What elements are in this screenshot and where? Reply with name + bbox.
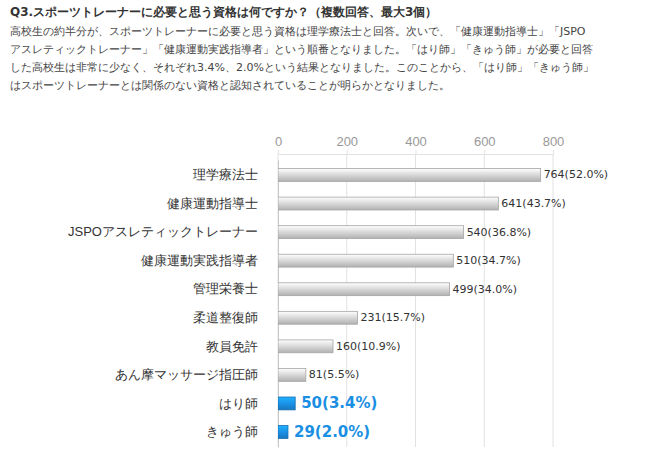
x-tick-label: 800 [543,134,565,149]
x-tick-mark [484,150,485,154]
chart-container: Q3.スポーツトレーナーに必要と思う資格は何ですか？（複数回答、最大3個） 高校生… [0,0,662,470]
y-tick-label: きゅう師 [206,424,258,439]
x-tick-label: 600 [474,134,496,149]
data-label: 50(3.4%) [301,394,377,412]
bar [278,340,333,353]
data-label: 81(5.5%) [309,368,360,381]
y-tick: JSPOアスレティックトレーナー [68,224,258,239]
data-label: 231(15.7%) [360,311,425,324]
y-tick-label: JSPOアスレティックトレーナー [68,224,258,239]
x-tick-mark [278,150,279,154]
x-tick-label: 0 [275,134,282,149]
data-label: 540(36.8%) [467,226,532,239]
y-tick: 理学療法士 [193,167,258,182]
x-axis: 0 200 400 600 800 [275,134,564,155]
data-label: 764(52.0%) [544,168,609,181]
subtitle-line: した高校生は非常に少なく、それぞれ3.4%、2.0%という結果となりました。この… [10,61,594,74]
subtitle-line: アスレティックトレーナー」「健康運動実践指導者」という順番となりました。「はり師… [10,43,593,56]
y-tick: 柔道整復師 [193,310,258,325]
bar [278,226,464,239]
title: Q3.スポーツトレーナーに必要と思う資格は何ですか？（複数回答、最大3個） [10,5,437,19]
y-tick-label: はり師 [219,396,258,411]
data-labels: 764(52.0%) 641(43.7%) 540(36.8%) 510(34.7%)… [294,168,608,441]
x-tick: 800 [543,134,565,154]
y-tick-label: 管理栄養士 [193,281,258,296]
x-tick: 600 [474,134,496,154]
x-tick: 400 [405,134,427,154]
y-tick-label: 健康運動実践指導者 [141,253,258,268]
x-tick-mark [553,150,554,154]
x-tick-mark [416,150,417,154]
y-tick-label: 理学療法士 [193,167,258,182]
x-tick: 0 [275,134,282,154]
bar [278,197,498,210]
y-tick-label: 教員免許 [206,338,258,353]
y-tick: 教員免許 [206,338,258,353]
y-tick: きゅう師 [206,424,258,439]
chart-svg: Q3.スポーツトレーナーに必要と思う資格は何ですか？（複数回答、最大3個） 高校生… [0,0,662,470]
y-tick: 健康運動指導士 [167,196,258,211]
x-tick-label: 200 [336,134,358,149]
y-tick-label: あん摩マッサージ指圧師 [115,367,258,382]
y-tick-label: 健康運動指導士 [167,196,258,211]
data-label: 29(2.0%) [294,423,370,441]
y-tick: はり師 [219,396,258,411]
data-label: 499(34.0%) [453,283,518,296]
subtitle-line: はスポーツトレーナーとは関係のない資格と認知されていることが明らかとなりました。 [10,79,450,92]
data-label: 160(10.9%) [336,340,401,353]
x-axis-line [279,154,554,155]
subtitle-line: 高校生の約半分が、スポーツトレーナーに必要と思う資格は理学療法士と回答。次いで、… [10,25,586,38]
y-axis: 理学療法士健康運動指導士 JSPOアスレティックトレーナー健康運動実践指導者管理栄… [68,161,278,448]
y-tick: あん摩マッサージ指圧師 [115,367,258,382]
bar [278,283,450,296]
y-tick-label: 柔道整復師 [193,310,258,325]
data-label: 510(34.7%) [456,254,521,267]
x-tick-mark [347,150,348,154]
x-tick: 200 [336,134,358,154]
bar [278,169,541,182]
y-tick: 管理栄養士 [193,281,258,296]
bar [278,254,453,267]
bar [278,368,306,381]
x-tick-label: 400 [405,134,427,149]
bar [278,426,288,439]
y-tick: 健康運動実践指導者 [141,253,258,268]
bar [278,311,357,324]
bar [278,397,295,410]
data-label: 641(43.7%) [501,197,566,210]
